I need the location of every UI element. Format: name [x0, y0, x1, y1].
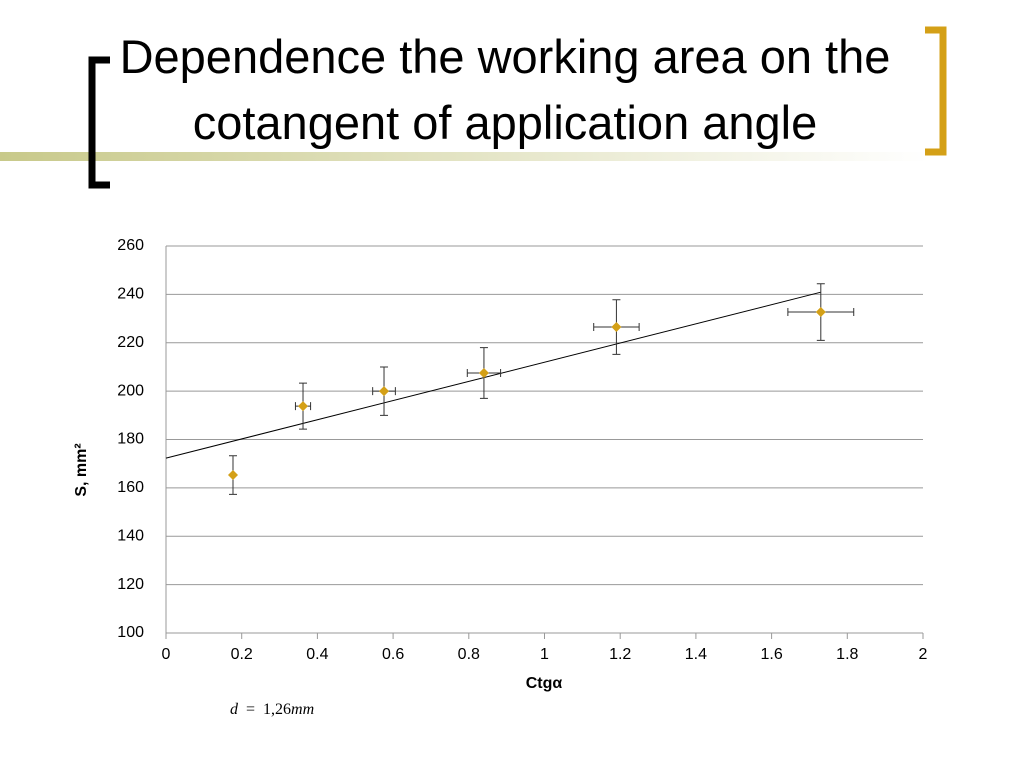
point	[478, 367, 489, 378]
point	[298, 401, 309, 412]
formula-value: 1,26	[263, 701, 291, 718]
decor-band	[0, 152, 930, 161]
x-tick-label: 1.8	[836, 646, 858, 663]
y-tick-label: 100	[117, 624, 144, 641]
point	[379, 386, 390, 397]
x-tick-label: 0	[162, 646, 171, 663]
y-tick-label: 180	[117, 431, 144, 448]
slide-title: Dependence the working area on the cotan…	[119, 30, 891, 149]
y-tick-label: 120	[117, 576, 144, 593]
x-tick-label: 1.2	[609, 646, 631, 663]
x-axis-label: Ctgα	[526, 675, 563, 692]
x-tick-label: 0.4	[306, 646, 328, 663]
y-tick-label: 200	[117, 382, 144, 399]
trendline	[165, 291, 821, 459]
formula-variable: d	[230, 701, 239, 718]
x-tick-label: 2	[919, 646, 928, 663]
left-bracket	[88, 56, 110, 189]
y-tick-label: 240	[117, 286, 144, 303]
y-tick-label: 160	[117, 479, 144, 496]
x-tick-label: 0.8	[458, 646, 480, 663]
x-tick-label: 0.2	[231, 646, 253, 663]
point	[227, 470, 238, 481]
x-tick-label: 1.4	[685, 646, 707, 663]
y-tick-label: 220	[117, 334, 144, 351]
formula: d = 1,26mm	[230, 701, 314, 718]
point	[611, 322, 622, 333]
y-axis-label: S, mm²	[73, 443, 90, 496]
right-bracket	[925, 26, 947, 156]
x-tick-label: 0.6	[382, 646, 404, 663]
x-tick-label: 1.6	[760, 646, 782, 663]
y-tick-label: 140	[117, 527, 144, 544]
formula-sign: =	[246, 701, 255, 718]
point	[815, 307, 826, 318]
x-tick-label: 1	[540, 646, 549, 663]
y-tick-label: 260	[117, 237, 144, 254]
formula-unit: mm	[291, 701, 314, 718]
